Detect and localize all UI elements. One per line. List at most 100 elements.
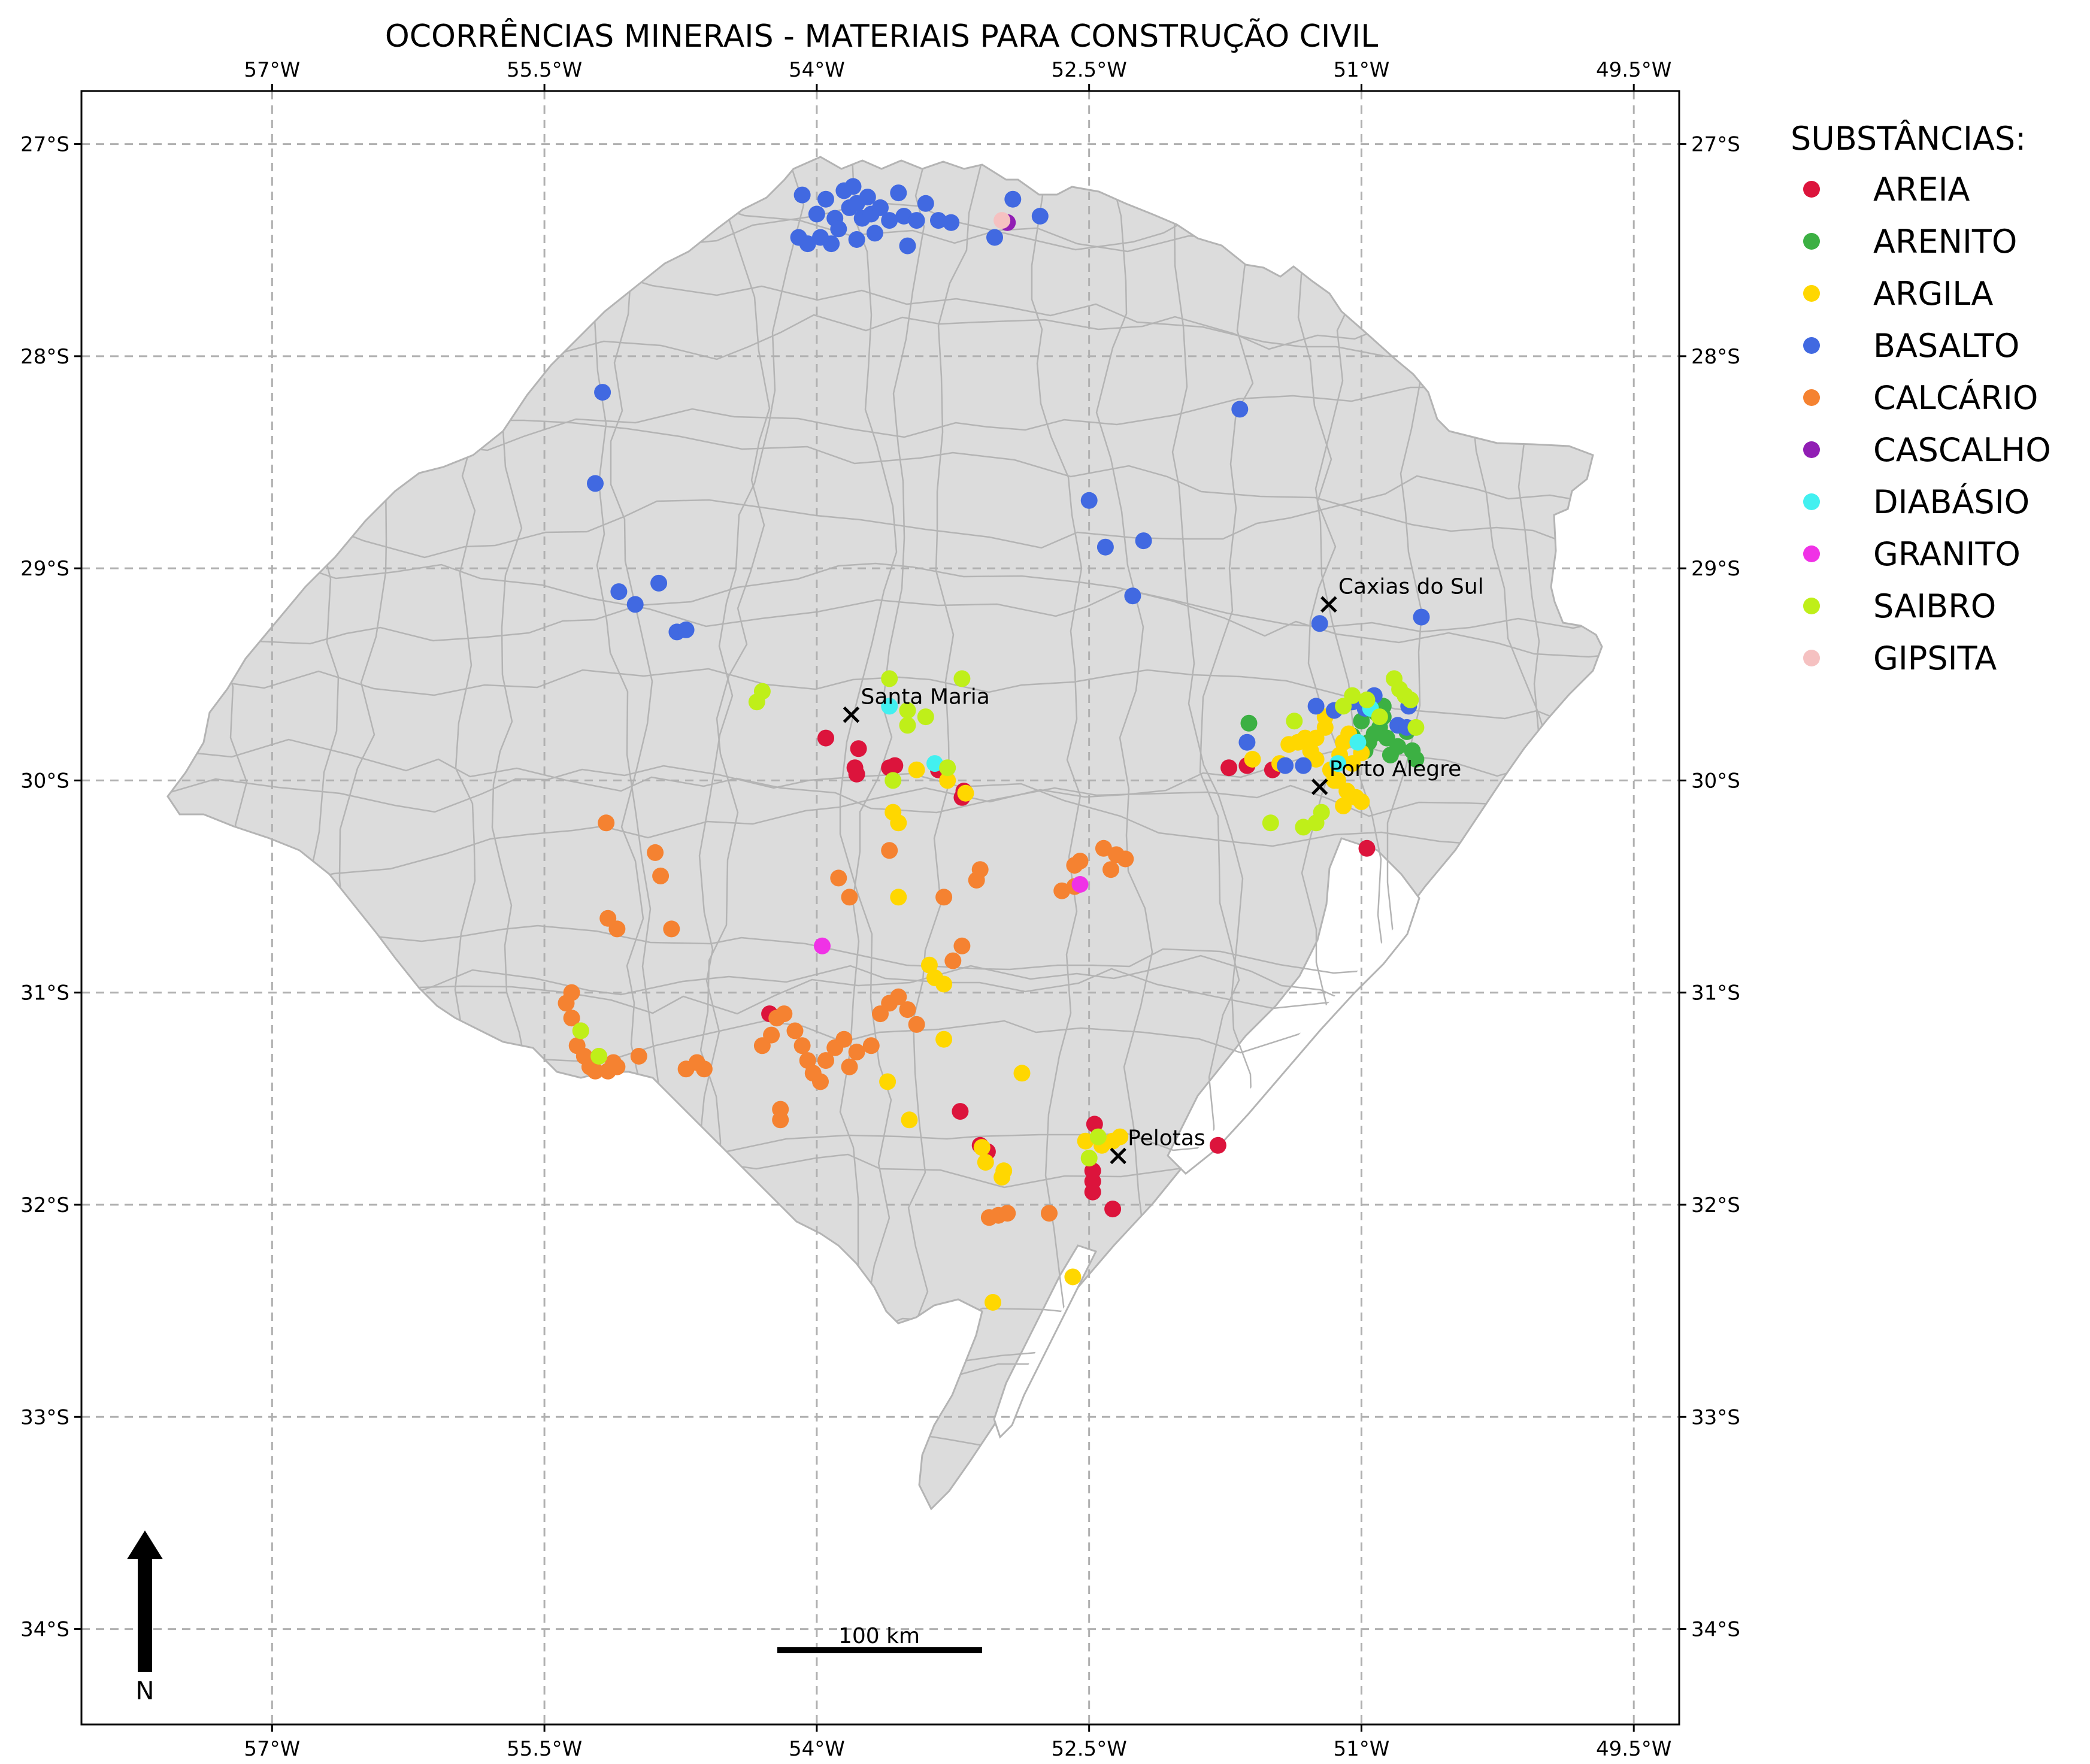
point-basalto [1135, 532, 1152, 550]
city-label: Santa Maria [861, 685, 989, 710]
point-calcario [558, 995, 575, 1012]
city-x-icon [1311, 778, 1328, 795]
point-basalto [1295, 757, 1312, 774]
city-x-icon [1320, 596, 1337, 613]
point-basalto [930, 212, 947, 229]
mineral-occurrence-points [558, 178, 1430, 1311]
point-saibro [753, 683, 771, 700]
point-gipsita [993, 212, 1011, 229]
axis-ticks: 57°W 57°W 55.5°W 55.5°W 54°W 54°W 52.5°W 52.5°W… [20, 58, 1740, 1761]
point-calcario [881, 842, 898, 859]
point-saibro [1089, 1128, 1107, 1145]
point-basalto [899, 237, 916, 254]
scale-bar-label: 100 km [838, 1624, 920, 1648]
legend-item: ARGILA [1803, 275, 1994, 313]
legend-title: SUBSTÂNCIAS: [1791, 120, 2026, 157]
point-calcario [953, 937, 971, 954]
legend-label: AREIA [1873, 171, 1970, 208]
lat-tick-label-left: 31°S [20, 981, 69, 1005]
point-basalto [908, 212, 925, 229]
lon-tick-label-bottom: 54°W [789, 1737, 845, 1761]
point-calcario [630, 1048, 647, 1065]
lon-tick-label-top: 55.5°W [507, 58, 582, 82]
municipal-boundary-line [168, 475, 1602, 559]
municipal-boundary-line [168, 555, 1602, 633]
lat-tick-label-left: 34°S [20, 1618, 69, 1642]
point-calcario [786, 1022, 804, 1039]
point-argila [879, 1073, 896, 1090]
legend-item: CALCÁRIO [1803, 379, 2038, 417]
lat-tick-label-left: 29°S [20, 557, 69, 581]
point-calcario [817, 1052, 834, 1069]
point-arenito [1240, 714, 1258, 732]
point-saibro [1371, 708, 1388, 726]
point-diabasio [881, 698, 898, 715]
point-areia [1358, 839, 1376, 857]
point-areia [886, 757, 904, 774]
legend-swatch-icon [1803, 181, 1820, 198]
point-argila [890, 889, 907, 906]
point-calcario [652, 867, 670, 884]
point-saibro [1335, 698, 1352, 715]
lon-tick-label-bottom: 49.5°W [1596, 1737, 1671, 1761]
point-calcario [1095, 839, 1112, 857]
lon-tick-label-top: 51°W [1333, 58, 1389, 82]
point-argila [1244, 751, 1261, 768]
legend-item: ARENITO [1803, 223, 2017, 260]
point-calcario [793, 1037, 811, 1054]
city-label: Pelotas [1128, 1126, 1205, 1151]
point-argila [985, 1294, 1001, 1311]
point-saibro [953, 670, 971, 687]
point-calcario [599, 910, 617, 927]
point-basalto [790, 229, 807, 246]
point-calcario [608, 1058, 626, 1075]
lat-tick-label-left: 32°S [20, 1193, 69, 1217]
lat-tick-label-right: 32°S [1691, 1193, 1740, 1217]
point-calcario [908, 1016, 925, 1033]
point-basalto [881, 212, 898, 229]
point-saibro [939, 759, 956, 777]
legend-label: GIPSITA [1873, 639, 1997, 677]
legend-item: SAIBRO [1803, 587, 1996, 625]
point-calcario [799, 1052, 816, 1069]
legend-item: GRANITO [1803, 535, 2021, 573]
point-basalto [890, 184, 907, 202]
municipal-boundary-line [219, 157, 292, 1509]
point-calcario [772, 1111, 789, 1129]
point-arenito [1353, 713, 1370, 730]
point-basalto [986, 229, 1003, 246]
point-basalto [1311, 615, 1328, 632]
point-areia [1220, 759, 1238, 777]
point-argila [1353, 793, 1370, 810]
point-calcario [935, 889, 953, 906]
point-argila [1077, 1132, 1094, 1150]
point-calcario [1041, 1205, 1058, 1222]
point-areia [1086, 1116, 1103, 1133]
point-basalto [1307, 698, 1325, 715]
point-basalto [1097, 538, 1114, 556]
lat-tick-label-left: 28°S [20, 345, 69, 369]
point-areia [1209, 1136, 1226, 1154]
point-argila [935, 1030, 953, 1048]
lagoa-mirim [993, 1244, 1098, 1439]
point-basalto [872, 199, 889, 216]
city-x-icon [843, 706, 860, 723]
point-argila [1335, 797, 1352, 814]
point-calcario [899, 1001, 916, 1019]
lat-tick-label-right: 33°S [1691, 1405, 1740, 1429]
point-calcario [944, 952, 962, 969]
point-calcario [835, 1030, 853, 1048]
point-saibro [899, 702, 916, 719]
point-calcario [862, 1037, 880, 1054]
legend-item: CASCALHO [1803, 431, 2051, 469]
point-calcario [663, 920, 680, 938]
city-label: Porto Alegre [1329, 757, 1462, 781]
point-areia [850, 740, 867, 757]
north-arrow-icon [127, 1530, 163, 1672]
point-basalto [1031, 208, 1049, 225]
municipal-boundary-line [899, 157, 984, 1509]
point-argila [1111, 1128, 1129, 1145]
legend-item: AREIA [1803, 171, 1970, 208]
point-saibro [590, 1048, 608, 1065]
legend-label: BASALTO [1873, 327, 2019, 365]
